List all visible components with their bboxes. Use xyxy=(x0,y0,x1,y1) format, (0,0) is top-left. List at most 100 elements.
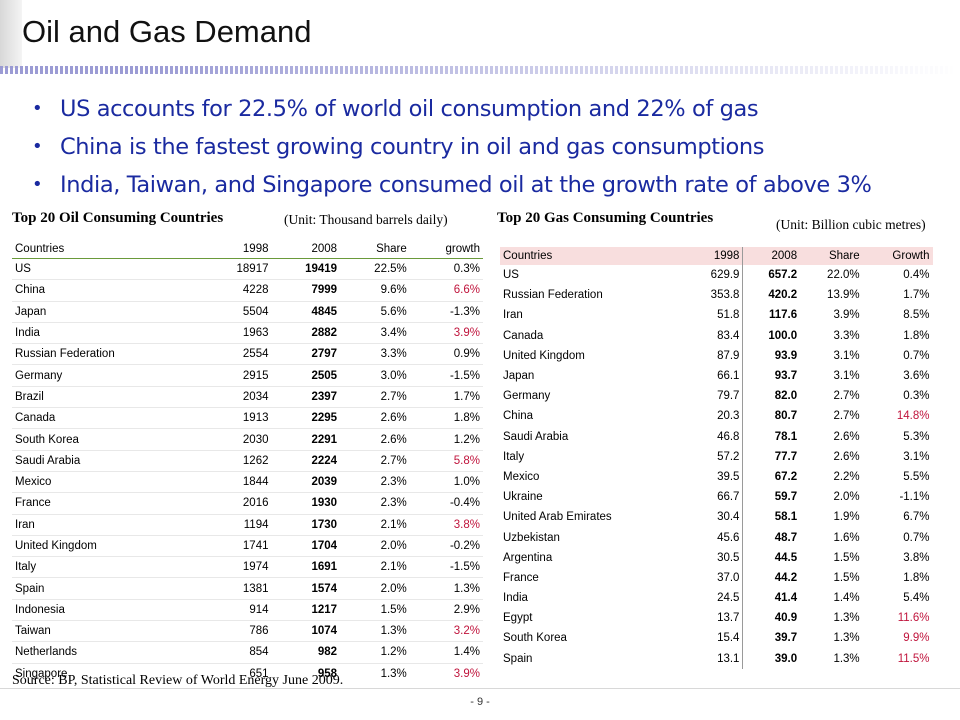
share-cell: 2.0% xyxy=(833,491,860,504)
share-cell: 2.3% xyxy=(340,492,410,515)
share-cell: 2.1% xyxy=(340,514,410,536)
share-cell: 2.7% xyxy=(340,450,410,472)
share-cell: 1.5% xyxy=(833,571,860,584)
value-2008-cell: 59.7 xyxy=(774,491,798,504)
share-cell: 2.2% xyxy=(833,470,860,483)
share-cell: 22.5% xyxy=(340,258,410,281)
value-1998-cell: 30.5 xyxy=(685,547,744,568)
gas-table-title: Top 20 Gas Consuming Countries xyxy=(497,210,714,226)
share-cell: 2.7% xyxy=(340,386,410,409)
value-2008-cell: 1930 xyxy=(271,492,341,515)
country-cell: United Kingdom xyxy=(12,535,203,558)
growth-cell: -0.4% xyxy=(409,492,483,515)
value-2008-cell: 2291 xyxy=(271,428,341,451)
table-row: Brazil 2034 2397 2.7% 1.7% xyxy=(12,386,483,409)
value-1998-cell: 1974 xyxy=(202,556,272,579)
share-cell: 13.9% xyxy=(827,289,860,302)
growth-cell: 1.8% xyxy=(903,571,930,584)
growth-cell: 9.9% xyxy=(903,632,930,645)
share-cell: 1.3% xyxy=(833,652,860,665)
table-row: Spain 1381 1574 2.0% 1.3% xyxy=(12,577,483,600)
value-1998-cell: 51.8 xyxy=(685,305,744,326)
share-cell: 1.5% xyxy=(833,551,860,564)
country-cell: France xyxy=(12,492,203,515)
value-1998-cell: 87.9 xyxy=(685,345,744,366)
bullet-text: US accounts for 22.5% of world oil consu… xyxy=(60,96,759,122)
table-row: Indonesia 914 1217 1.5% 2.9% xyxy=(12,599,483,622)
value-1998-cell: 353.8 xyxy=(685,285,744,306)
source-note: Source: BP, Statistical Review of World … xyxy=(12,673,344,688)
value-2008-cell: 420.2 xyxy=(768,289,798,302)
country-cell: Mexico xyxy=(503,470,540,483)
share-cell: 1.3% xyxy=(340,620,410,643)
value-1998-cell: 914 xyxy=(202,599,272,622)
value-1998-cell: 18917 xyxy=(202,258,272,281)
bullet-item: • China is the fastest growing country in… xyxy=(30,128,872,166)
share-cell: 3.1% xyxy=(833,370,860,383)
value-2008-cell: 2039 xyxy=(271,471,341,494)
value-1998-cell: 66.1 xyxy=(685,365,744,387)
table-row: South Korea 2030 2291 2.6% 1.2% xyxy=(12,428,483,451)
table-row: Russian Federation 353.8 420.2 13.9% 1.7% xyxy=(500,285,933,306)
country-cell: Spain xyxy=(503,652,533,665)
share-cell: 3.3% xyxy=(833,329,860,342)
oil-table-unit: (Unit: Thousand barrels daily) xyxy=(284,212,448,227)
value-2008-cell: 1574 xyxy=(271,577,341,600)
value-1998-cell: 1262 xyxy=(202,450,272,472)
growth-cell: 6.6% xyxy=(409,279,483,302)
country-cell: India xyxy=(12,322,203,345)
value-2008-cell: 4845 xyxy=(271,301,341,323)
value-1998-cell: 2915 xyxy=(202,364,272,387)
value-2008-cell: 657.2 xyxy=(768,269,798,282)
table-row: Iran 1194 1730 2.1% 3.8% xyxy=(12,514,483,536)
value-2008-cell: 93.9 xyxy=(774,349,798,362)
growth-cell: -0.2% xyxy=(409,535,483,558)
growth-cell: 0.3% xyxy=(903,390,930,403)
bullet-item: • US accounts for 22.5% of world oil cons… xyxy=(30,90,872,128)
country-cell: Brazil xyxy=(12,386,203,409)
growth-cell: 5.4% xyxy=(903,592,930,605)
value-2008-cell: 78.1 xyxy=(774,430,798,443)
value-2008-cell: 1704 xyxy=(271,535,341,558)
country-cell: South Korea xyxy=(12,428,203,451)
growth-cell: 2.9% xyxy=(409,599,483,622)
table-row: Japan 5504 4845 5.6% -1.3% xyxy=(12,301,483,323)
country-cell: France xyxy=(503,571,539,584)
value-1998-cell: 651 xyxy=(249,667,269,680)
oil-header-1998: 1998 xyxy=(202,240,272,259)
country-cell: Netherlands xyxy=(12,641,203,664)
country-cell: Iran xyxy=(12,514,203,536)
growth-cell: 1.2% xyxy=(409,428,483,451)
growth-cell: -1.5% xyxy=(409,364,483,387)
oil-header-countries: Countries xyxy=(12,240,203,259)
share-cell: 3.9% xyxy=(833,309,860,322)
bullet-dot-icon: • xyxy=(32,98,43,119)
table-row: Canada 83.4 100.0 3.3% 1.8% xyxy=(500,325,933,346)
oil-header-2008: 2008 xyxy=(271,240,341,259)
table-row: Italy 57.2 77.7 2.6% 3.1% xyxy=(500,446,933,467)
value-2008-cell: 2505 xyxy=(271,364,341,387)
share-cell: 2.6% xyxy=(833,430,860,443)
country-cell: Singapore xyxy=(15,667,68,680)
country-cell: Canada xyxy=(12,407,203,430)
growth-cell: 6.7% xyxy=(903,511,930,524)
share-cell: 1.3% xyxy=(380,667,407,680)
value-2008-cell: 958 xyxy=(317,667,338,680)
oil-table-body: US 18917 19419 22.5% 0.3% China 4228 7999 9.6% 6.… xyxy=(12,258,483,684)
share-cell: 1.3% xyxy=(833,612,860,625)
share-cell: 3.3% xyxy=(340,343,410,366)
value-1998-cell: 15.4 xyxy=(685,628,744,649)
value-2008-cell: 82.0 xyxy=(774,390,798,403)
country-cell: Germany xyxy=(12,364,203,387)
gas-header-countries: Countries xyxy=(500,247,686,265)
value-2008-cell: 48.7 xyxy=(774,531,798,544)
table-row: US 629.9 657.2 22.0% 0.4% xyxy=(500,265,933,286)
value-2008-cell: 39.0 xyxy=(774,652,798,665)
country-cell: United Kingdom xyxy=(503,349,585,362)
table-row: United Kingdom 1741 1704 2.0% -0.2% xyxy=(12,535,483,558)
value-1998-cell: 46.8 xyxy=(685,426,744,447)
value-1998-cell: 57.2 xyxy=(685,446,744,467)
country-cell: Italy xyxy=(12,556,203,579)
title-bar: Oil and Gas Demand xyxy=(0,0,960,80)
growth-cell: 0.9% xyxy=(409,343,483,366)
